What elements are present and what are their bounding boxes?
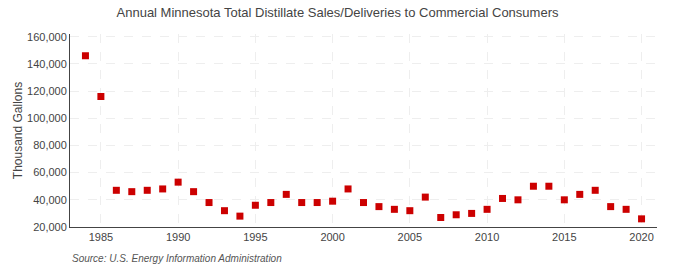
svg-text:1990: 1990 — [166, 231, 190, 243]
svg-text:100,000: 100,000 — [27, 112, 67, 124]
svg-text:60,000: 60,000 — [33, 166, 67, 178]
svg-text:2020: 2020 — [629, 231, 653, 243]
svg-text:2010: 2010 — [475, 231, 499, 243]
svg-text:2005: 2005 — [398, 231, 422, 243]
svg-text:140,000: 140,000 — [27, 58, 67, 70]
svg-text:40,000: 40,000 — [33, 194, 67, 206]
svg-text:20,000: 20,000 — [33, 221, 67, 233]
svg-text:1985: 1985 — [89, 231, 113, 243]
svg-text:120,000: 120,000 — [27, 85, 67, 97]
svg-text:2015: 2015 — [552, 231, 576, 243]
svg-text:160,000: 160,000 — [27, 31, 67, 43]
svg-text:Thousand Gallons: Thousand Gallons — [11, 82, 25, 179]
svg-text:Source: U.S. Energy Informatio: Source: U.S. Energy Information Administ… — [72, 253, 282, 264]
svg-text:Annual Minnesota Total Distill: Annual Minnesota Total Distillate Sales/… — [117, 5, 559, 20]
svg-text:80,000: 80,000 — [33, 139, 67, 151]
svg-text:2000: 2000 — [320, 231, 344, 243]
svg-text:1995: 1995 — [243, 231, 267, 243]
